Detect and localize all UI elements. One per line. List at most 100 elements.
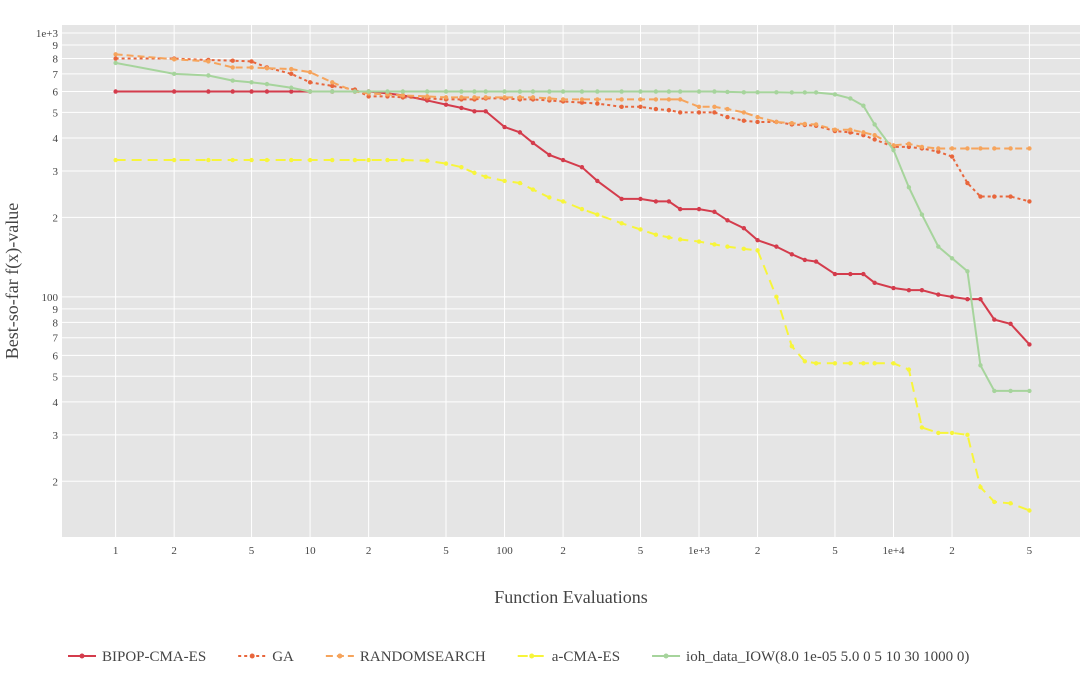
point <box>289 85 294 90</box>
point <box>666 97 672 102</box>
point <box>1027 388 1032 394</box>
point <box>755 90 760 95</box>
point <box>171 157 177 163</box>
point <box>547 195 552 200</box>
point <box>936 149 941 154</box>
point <box>848 361 853 366</box>
point <box>755 237 760 243</box>
point <box>848 127 853 132</box>
point <box>891 143 896 148</box>
point <box>949 154 955 159</box>
point <box>965 432 970 438</box>
point <box>264 157 270 163</box>
point <box>712 110 717 115</box>
point <box>919 425 925 430</box>
point <box>949 256 955 261</box>
point <box>443 95 449 100</box>
point <box>813 259 819 264</box>
point <box>330 157 335 163</box>
point <box>696 104 702 110</box>
point <box>206 59 211 64</box>
point <box>992 146 997 151</box>
point <box>891 147 896 153</box>
point <box>861 103 866 108</box>
x-tick-label: 2 <box>366 545 372 557</box>
point <box>725 244 730 249</box>
point <box>307 80 313 85</box>
y-tick-label: 4 <box>53 133 59 145</box>
point <box>595 97 600 102</box>
point <box>249 59 254 64</box>
point <box>560 89 566 94</box>
point <box>638 89 643 94</box>
point <box>832 271 838 277</box>
point <box>725 218 730 223</box>
x-axis-title: Function Evaluations <box>494 587 647 607</box>
point <box>330 83 335 89</box>
point <box>992 194 997 199</box>
point <box>1008 194 1013 199</box>
x-tick-label: 5 <box>1027 545 1033 557</box>
x-tick-label: 2 <box>171 545 177 557</box>
point <box>755 119 760 125</box>
point <box>230 157 235 163</box>
y-tick-label: 7 <box>53 69 59 81</box>
y-tick-label: 1e+3 <box>36 28 59 40</box>
point <box>171 89 177 94</box>
x-tick-label: 5 <box>249 545 255 557</box>
point <box>992 317 997 322</box>
point <box>666 107 672 113</box>
point <box>619 221 624 226</box>
point <box>1027 342 1032 347</box>
y-tick-label: 2 <box>53 476 59 488</box>
point <box>595 89 600 94</box>
point <box>1008 388 1013 394</box>
point <box>789 90 795 95</box>
y-tick-label: 3 <box>53 166 59 178</box>
point <box>517 89 523 94</box>
point <box>741 246 747 252</box>
legend-marker <box>79 653 85 659</box>
y-tick-label: 100 <box>42 292 59 304</box>
y-tick-label: 5 <box>53 107 59 119</box>
point <box>666 199 672 204</box>
point <box>483 95 488 100</box>
legend-item: a-CMA-ES <box>517 649 620 665</box>
y-tick-label: 3 <box>53 430 59 442</box>
point <box>289 66 294 72</box>
point <box>978 296 983 302</box>
point <box>264 89 270 94</box>
point <box>547 89 552 94</box>
legend-label: RANDOMSEARCH <box>360 649 486 665</box>
point <box>619 89 624 94</box>
point <box>936 146 941 151</box>
point <box>502 178 507 184</box>
point <box>472 170 477 176</box>
point <box>1008 501 1013 506</box>
point <box>579 164 585 170</box>
x-tick-label: 2 <box>755 545 761 557</box>
point <box>965 146 970 151</box>
legend-item: RANDOMSEARCH <box>325 649 486 665</box>
point <box>366 157 371 163</box>
point <box>579 100 585 105</box>
point <box>330 89 335 94</box>
x-tick-label: 5 <box>832 545 838 557</box>
point <box>459 95 464 100</box>
point <box>113 60 118 66</box>
y-tick-label: 9 <box>53 304 59 316</box>
point <box>230 78 235 83</box>
point <box>978 194 983 199</box>
point <box>638 97 643 102</box>
point <box>653 232 659 237</box>
point <box>965 269 970 274</box>
point <box>789 252 795 257</box>
point <box>666 89 672 94</box>
point <box>696 110 702 115</box>
point <box>307 70 313 75</box>
point <box>424 89 430 94</box>
point <box>595 101 600 106</box>
y-tick-label: 7 <box>53 333 59 345</box>
x-tick-label: 5 <box>443 545 449 557</box>
